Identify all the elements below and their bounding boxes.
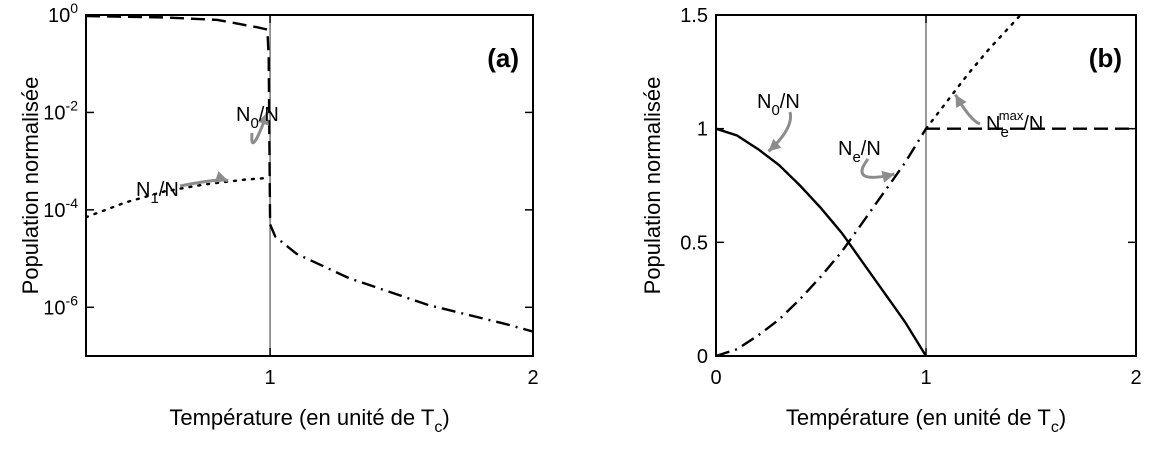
text-part: /N — [1023, 113, 1043, 135]
annotation-arrowhead — [257, 112, 269, 126]
text-part: e — [852, 149, 860, 166]
y-axis-label: Population normalisée — [640, 77, 665, 295]
text-part: 10 — [43, 297, 65, 319]
text-part: max — [999, 108, 1024, 123]
text-part: ) — [1059, 405, 1066, 430]
text-part: 0 — [250, 115, 258, 132]
annotation-n0-label: N0/N — [236, 104, 279, 132]
y-tick-label: 1.5 — [680, 5, 708, 27]
text-part: N — [757, 91, 771, 113]
text-part: /N — [159, 179, 179, 201]
text-part: Température (en unité de T — [169, 405, 434, 430]
text-part: N — [838, 138, 852, 160]
series-n0-line — [86, 15, 272, 225]
series-ne-line — [716, 128, 928, 356]
text-part: e — [1000, 124, 1008, 141]
annotation-n1-label: N1/N — [136, 179, 179, 207]
text-part: 0 — [771, 102, 779, 119]
text-part: N — [236, 104, 250, 126]
text-part: /N — [259, 104, 279, 126]
plot-frame — [85, 14, 534, 357]
text-part: -2 — [66, 97, 79, 113]
annotation-n0-label: N0/N — [757, 91, 800, 119]
text-part: 10 — [43, 200, 65, 222]
series-nemax-line — [924, 15, 1023, 130]
annotation-ne-label: Ne/N — [838, 138, 881, 166]
y-tick-label: 100 — [48, 0, 78, 27]
text-part: c — [1051, 419, 1059, 436]
y-axis-label: Population normalisée — [18, 77, 43, 295]
y-tick-label: 10-6 — [43, 292, 78, 319]
x-tick-label: 1 — [920, 367, 931, 389]
text-part: c — [434, 419, 442, 436]
text-part: 10 — [48, 5, 70, 27]
x-tick-label: 2 — [1130, 367, 1141, 389]
text-part: -4 — [66, 195, 79, 211]
text-part: /N — [780, 91, 800, 113]
y-tick-label: 0 — [697, 346, 708, 368]
x-tick-label: 2 — [527, 367, 538, 389]
y-tick-label: 1 — [697, 119, 708, 141]
annotation-arrowhead — [955, 94, 967, 108]
text-part: Température (en unité de T — [786, 405, 1051, 430]
series-n0-line — [716, 127, 928, 356]
annotation-nemax-label: Nemax/N — [986, 108, 1043, 141]
y-tick-label: 10-4 — [43, 195, 78, 222]
x-axis-label: Température (en unité de Tc) — [786, 405, 1066, 436]
text-part: -6 — [66, 292, 79, 308]
text-part: N — [986, 113, 1000, 135]
series-ne-line — [268, 224, 533, 333]
panel-label: (b) — [1089, 43, 1122, 73]
text-part: ) — [442, 405, 449, 430]
x-axis-label: Température (en unité de Tc) — [169, 405, 449, 436]
annotation-arrowhead — [214, 171, 228, 183]
y-tick-label: 0.5 — [680, 232, 708, 254]
annotation-arrowhead — [768, 138, 782, 152]
text-part: 0 — [70, 0, 78, 16]
text-part: 1 — [150, 190, 158, 207]
text-part: /N — [861, 138, 881, 160]
series-n1-line — [86, 176, 266, 219]
x-tick-label: 1 — [264, 367, 275, 389]
y-tick-label: 10-2 — [43, 97, 78, 124]
text-part: N — [136, 179, 150, 201]
panel-label: (a) — [487, 43, 519, 73]
panel-b: 0 1 2 0 0.5 1 1.5 (b) Température (en unité de T… — [640, 5, 1142, 436]
annotation-arrowhead — [881, 171, 895, 183]
text-part: 10 — [43, 102, 65, 124]
x-tick-label: 0 — [710, 367, 721, 389]
